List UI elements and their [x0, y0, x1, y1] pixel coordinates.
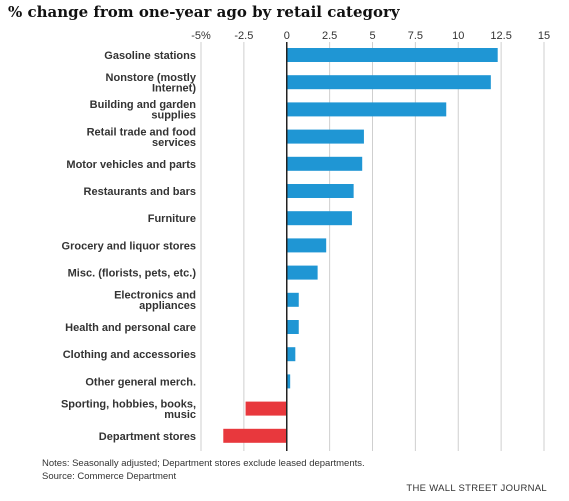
x-tick-label: 2.5: [322, 30, 337, 42]
category-label-line: Internet): [152, 82, 196, 94]
category-label: Retail trade and food services: [87, 126, 196, 149]
category-label: Building and garden supplies: [90, 99, 197, 122]
category-label-line: appliances: [139, 300, 196, 312]
x-tick-label: -2.5: [234, 30, 253, 42]
bar: [286, 75, 491, 90]
category-label-line: Furniture: [148, 213, 196, 225]
bar: [245, 401, 287, 416]
x-tick-label: 5: [369, 30, 375, 42]
category-label-line: Misc. (florists, pets, etc.): [68, 268, 197, 280]
x-tick-label: 7.5: [408, 30, 423, 42]
bar: [286, 374, 291, 389]
category-label: Sporting, hobbies, books, music: [61, 398, 196, 421]
bars: [223, 48, 498, 443]
category-label: Grocery and liquor stores: [62, 240, 196, 252]
category-label-line: Electronics and: [114, 290, 196, 302]
category-label-line: services: [152, 137, 196, 149]
chart-notes: Notes: Seasonally adjusted; Department s…: [42, 458, 365, 469]
bar: [286, 184, 354, 198]
x-tick-label: 15: [538, 30, 550, 42]
bar: [286, 292, 299, 307]
x-tick-label: 10: [452, 30, 464, 42]
category-label-line: music: [164, 409, 196, 421]
bar: [286, 347, 296, 362]
category-label-line: Grocery and liquor stores: [62, 240, 196, 252]
category-label: Restaurants and bars: [84, 186, 196, 198]
bar: [286, 320, 299, 334]
gridlines: [200, 42, 545, 451]
category-label-line: Restaurants and bars: [84, 186, 196, 198]
category-label: Nonstore (mostly Internet): [106, 72, 197, 95]
category-label-line: Health and personal care: [65, 322, 196, 334]
bar: [223, 428, 287, 443]
bar: [286, 265, 318, 280]
category-label-line: Other general merch.: [85, 376, 196, 388]
category-label: Motor vehicles and parts: [66, 159, 196, 171]
category-labels: Gasoline stations Nonstore (mostly Interne…: [61, 50, 197, 443]
category-label: Other general merch.: [85, 376, 196, 388]
x-tick-label: 0: [284, 30, 290, 42]
category-label: Clothing and accessories: [63, 349, 196, 361]
bar-chart: -5% -2.5 0 2.5 5 7.5 10 12.5 15 Gasoline station…: [61, 30, 550, 451]
category-label: Health and personal care: [65, 322, 196, 334]
x-tick-label: 12.5: [490, 30, 511, 42]
publisher-credit: THE WALL STREET JOURNAL: [406, 483, 547, 494]
category-label-line: Motor vehicles and parts: [66, 159, 196, 171]
bar: [286, 211, 352, 226]
category-label: Gasoline stations: [104, 50, 196, 62]
category-label-line: Nonstore (mostly: [106, 72, 197, 84]
bar: [286, 48, 498, 62]
category-label-line: Sporting, hobbies, books,: [61, 398, 196, 410]
bar: [286, 238, 327, 253]
category-label-line: Clothing and accessories: [63, 349, 196, 361]
bar: [286, 102, 447, 117]
x-tick-label: -5%: [191, 30, 211, 42]
bar: [286, 156, 363, 171]
x-axis-ticks: -5% -2.5 0 2.5 5 7.5 10 12.5 15: [191, 30, 550, 42]
category-label: Furniture: [148, 213, 196, 225]
category-label-line: Building and garden: [90, 99, 197, 111]
category-label: Misc. (florists, pets, etc.): [68, 268, 197, 280]
category-label-line: supplies: [151, 110, 196, 122]
category-label-line: Retail trade and food: [87, 126, 196, 138]
category-label-line: Department stores: [99, 431, 196, 443]
bar: [286, 129, 364, 144]
category-label: Department stores: [99, 431, 196, 443]
category-label-line: Gasoline stations: [104, 50, 196, 62]
category-label: Electronics and appliances: [114, 290, 196, 313]
chart-source: Source: Commerce Department: [42, 471, 177, 482]
chart-title: % change from one-year ago by retail cat…: [8, 3, 400, 21]
